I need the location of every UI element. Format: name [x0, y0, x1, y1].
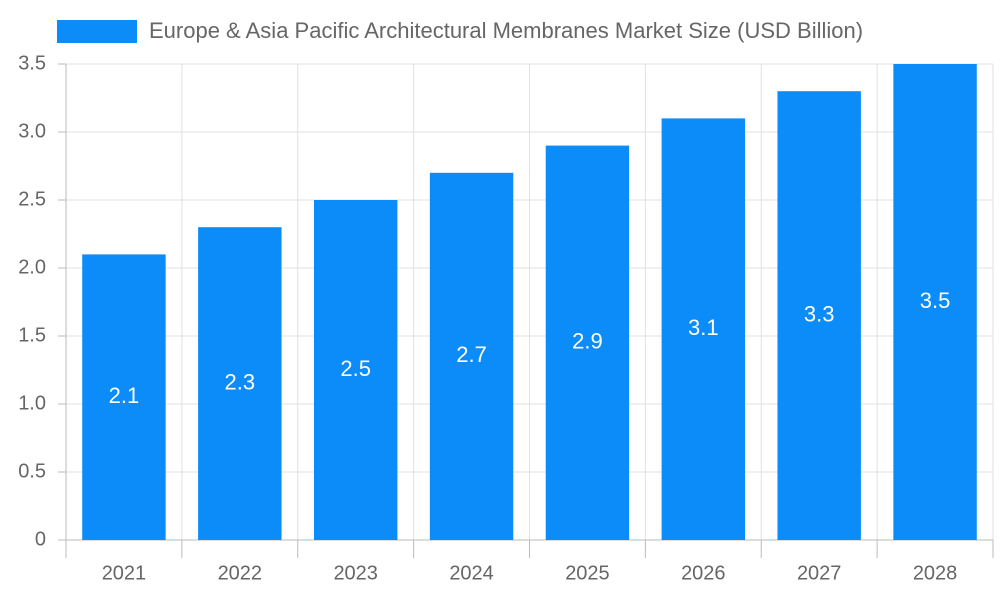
legend-label: Europe & Asia Pacific Architectural Memb…: [149, 18, 863, 43]
bar: [661, 118, 746, 541]
y-tick-label: 0: [35, 528, 46, 550]
bar: [429, 172, 514, 541]
y-tick-label: 3.0: [18, 120, 46, 142]
x-tick-label: 2026: [681, 562, 726, 584]
data-label: 3.1: [688, 315, 719, 340]
y-tick-label: 0.5: [18, 460, 46, 482]
y-tick-label: 2.5: [18, 188, 46, 210]
x-tick-label: 2024: [449, 562, 494, 584]
bar: [777, 91, 861, 540]
y-tick-label: 2.0: [18, 256, 46, 278]
data-label: 2.1: [109, 383, 140, 408]
data-label: 3.5: [920, 288, 951, 313]
bar: [82, 254, 166, 540]
x-tick-label: 2025: [565, 562, 610, 584]
data-label: 2.3: [225, 369, 256, 394]
y-tick-label: 3.5: [18, 52, 46, 74]
data-label: 2.7: [456, 342, 487, 367]
y-tick-label: 1.0: [18, 392, 46, 414]
y-tick-label: 1.5: [18, 324, 46, 346]
legend-swatch: [57, 20, 137, 43]
x-tick-label: 2027: [797, 562, 842, 584]
x-tick-label: 2022: [218, 562, 263, 584]
bar: [313, 200, 398, 540]
data-label: 3.3: [804, 301, 835, 326]
x-tick-label: 2023: [333, 562, 378, 584]
x-tick-label: 2021: [102, 562, 147, 584]
data-label: 2.9: [572, 329, 603, 354]
x-tick-label: 2028: [913, 562, 958, 584]
bar: [545, 145, 630, 540]
data-label: 2.5: [340, 356, 371, 381]
bar: [893, 64, 977, 540]
bar: [198, 227, 282, 540]
